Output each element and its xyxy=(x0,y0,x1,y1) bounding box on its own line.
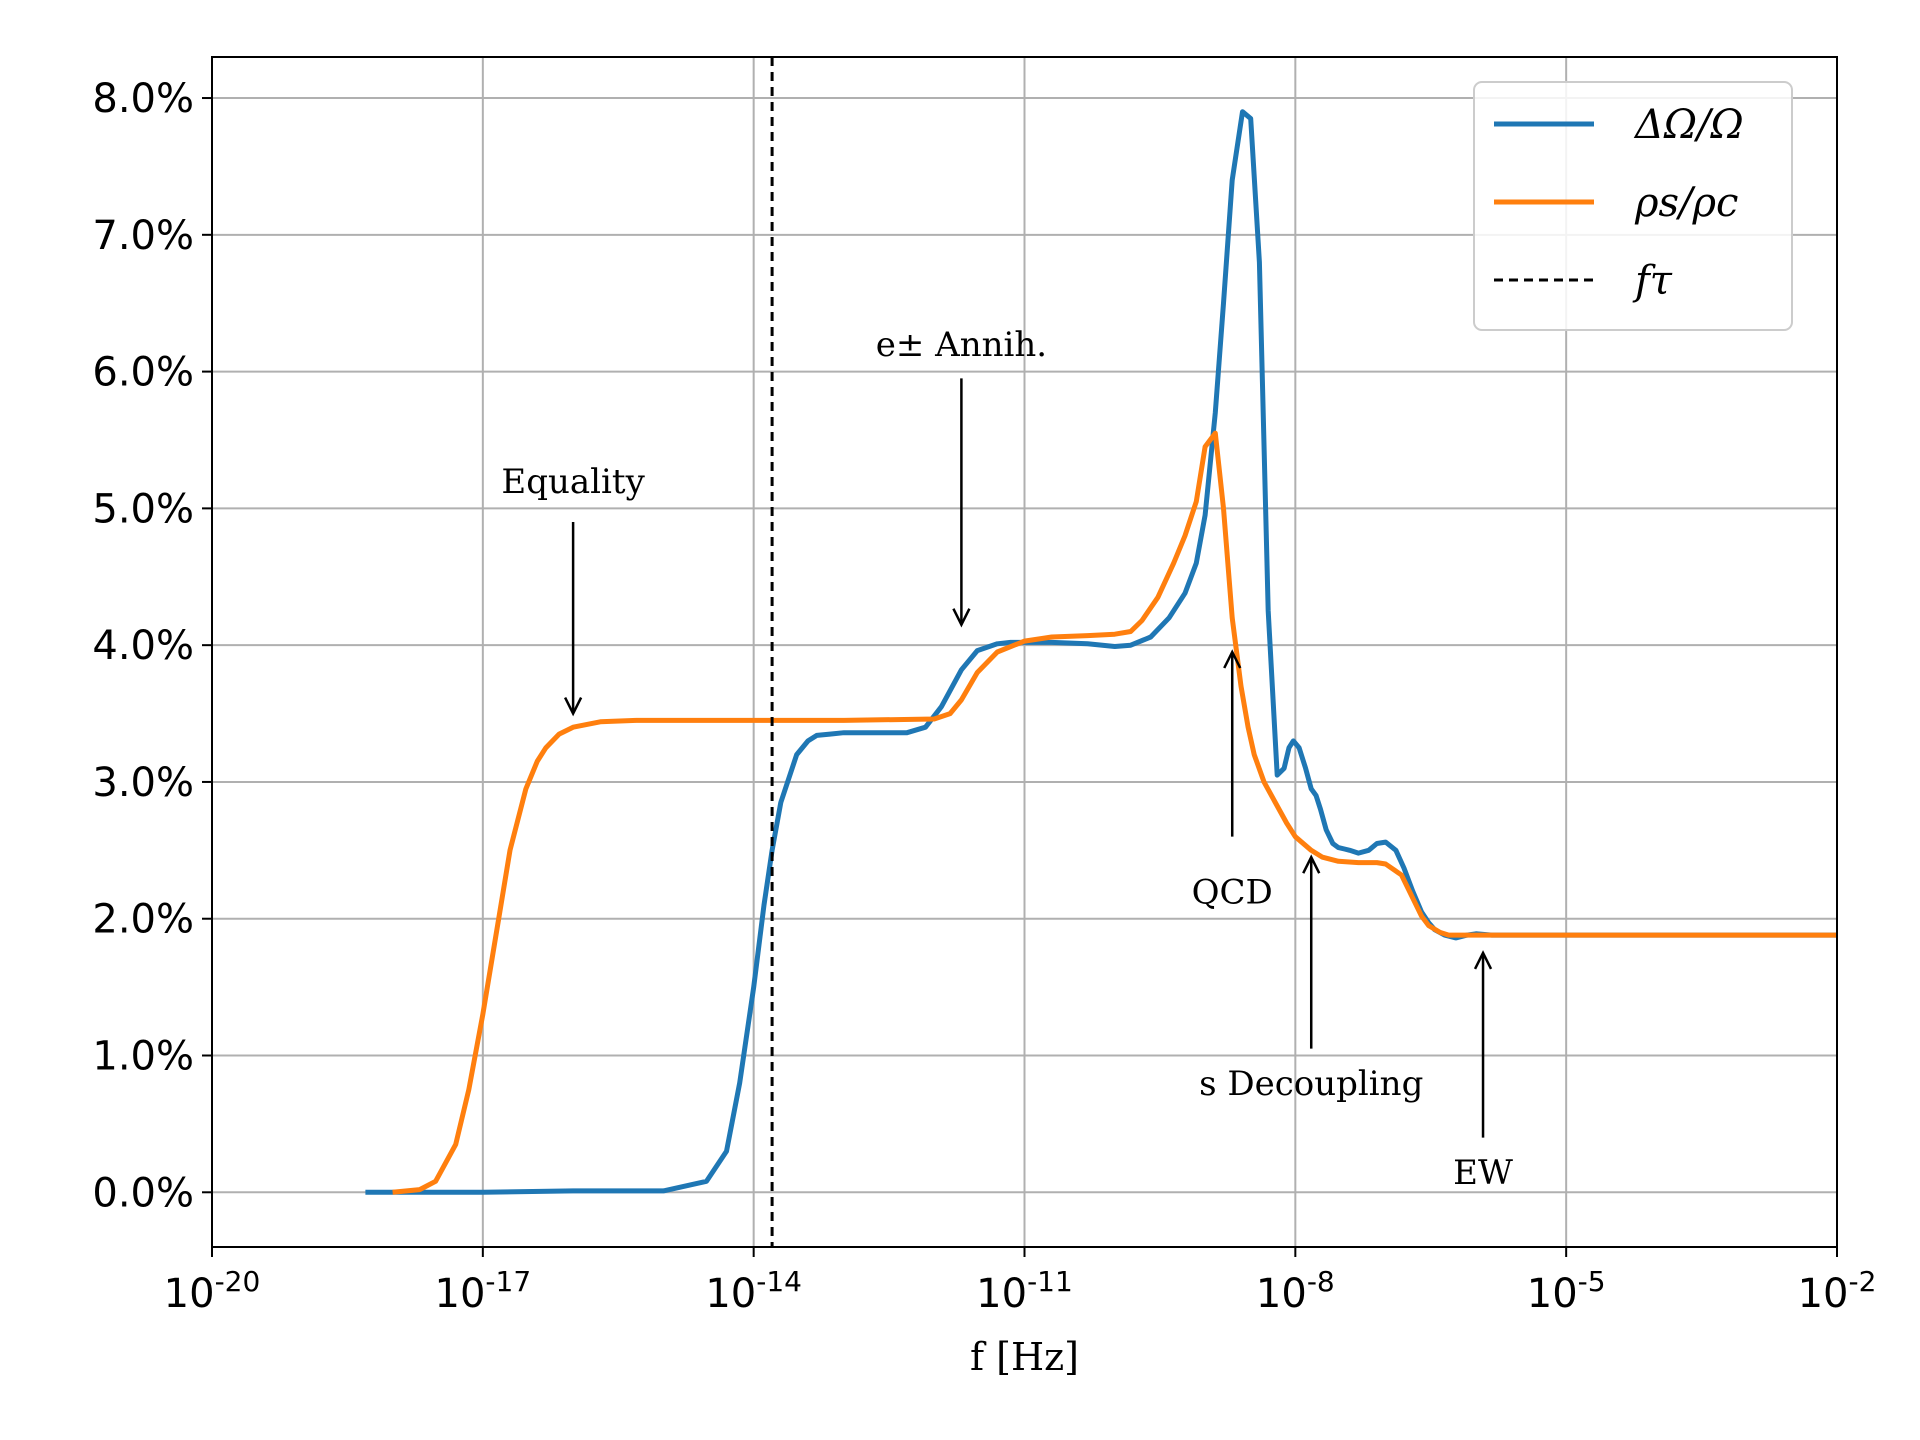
y-tick-label-5: 5.0% xyxy=(92,486,194,532)
x-tick-label-6: 10-2 xyxy=(1798,1265,1877,1317)
axis-ticks: 0.0% 1.0% 2.0% 3.0% 4.0% 5.0% 6.0% 7.0% 8.0% 10-2… xyxy=(92,76,1876,1317)
plot-frame xyxy=(211,56,1838,1248)
y-tick-label-3: 3.0% xyxy=(92,760,194,806)
legend: ΔΩ/Ω ρs/ρc fτ xyxy=(1473,81,1793,331)
legend-box xyxy=(1473,81,1793,331)
x-tick-label-5: 10-5 xyxy=(1527,1265,1606,1317)
grid xyxy=(212,57,1837,1247)
annotation-label-0: Equality xyxy=(501,462,645,502)
x-tick-label-0: 10-20 xyxy=(164,1265,261,1317)
x-axis-label: f [Hz] xyxy=(970,1335,1079,1379)
x-tick-label-3: 10-11 xyxy=(976,1265,1073,1317)
annotation-arrowhead-3 xyxy=(1302,854,1321,874)
series-line-rho-ratio xyxy=(392,430,1837,1195)
x-tick-label-4: 10-8 xyxy=(1256,1265,1335,1317)
legend-label-1: ρs/ρc xyxy=(1634,180,1738,226)
x-tick-label-1: 10-17 xyxy=(435,1265,532,1317)
annotation-label-3: s Decoupling xyxy=(1199,1064,1423,1104)
annotation-label-2: QCD xyxy=(1192,872,1273,912)
x-tick-label-2: 10-14 xyxy=(705,1265,802,1317)
annotations: Equality e± Annih. QCD s Decoupling EW xyxy=(501,325,1513,1193)
annotation-label-1: e± Annih. xyxy=(876,325,1047,365)
y-tick-label-1: 1.0% xyxy=(92,1034,194,1080)
series-lines xyxy=(365,57,1837,1247)
y-tick-label-0: 0.0% xyxy=(92,1170,194,1216)
y-tick-label-7: 7.0% xyxy=(92,213,194,259)
annotation-arrowhead-0 xyxy=(563,696,583,717)
y-tick-label-8: 8.0% xyxy=(92,76,194,122)
legend-label-2: fτ xyxy=(1632,258,1673,304)
annotation-arrowhead-2 xyxy=(1223,649,1242,669)
y-tick-label-6: 6.0% xyxy=(92,350,194,396)
annotation-label-4: EW xyxy=(1453,1153,1513,1193)
y-tick-label-2: 2.0% xyxy=(92,897,194,943)
annotation-arrowhead-1 xyxy=(952,608,971,628)
y-tick-label-4: 4.0% xyxy=(92,623,194,669)
annotation-arrowhead-4 xyxy=(1473,950,1493,970)
legend-label-0: ΔΩ/Ω xyxy=(1633,102,1744,148)
